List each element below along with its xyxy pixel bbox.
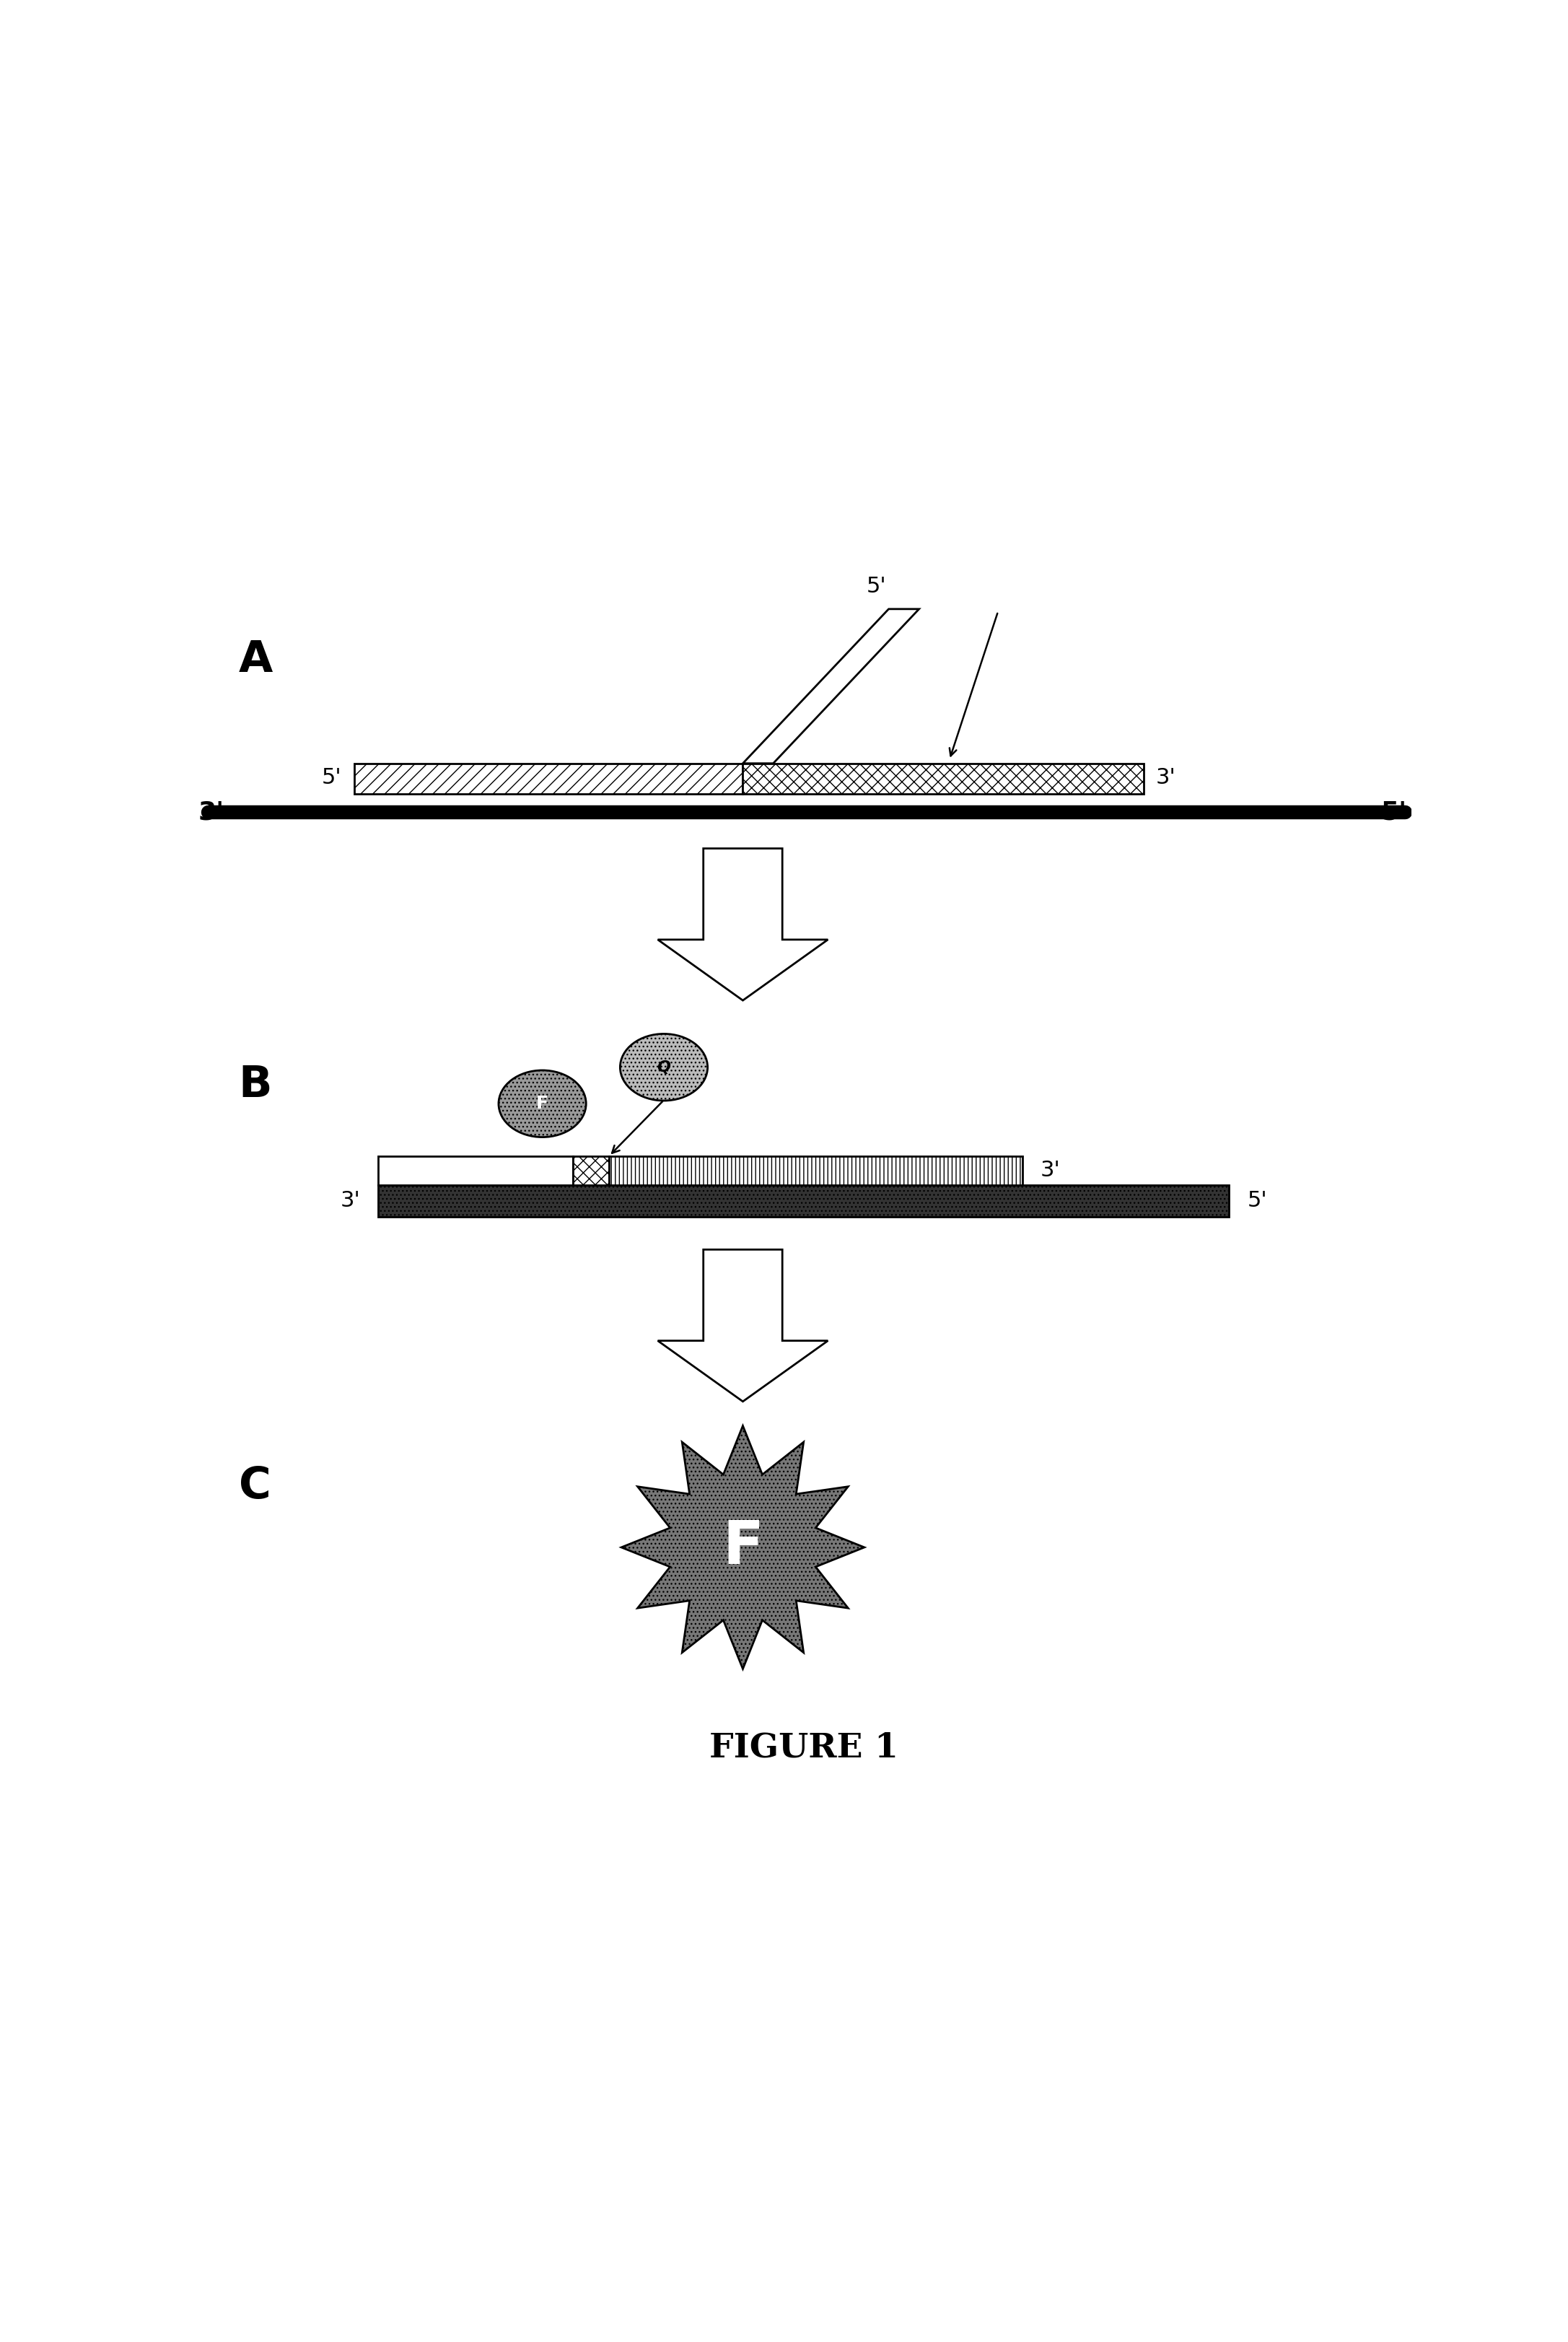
Polygon shape	[378, 1157, 572, 1185]
Polygon shape	[378, 1185, 1229, 1218]
Text: 3': 3'	[340, 1190, 361, 1211]
Text: A: A	[238, 639, 273, 682]
Polygon shape	[621, 1426, 864, 1670]
Text: 5': 5'	[321, 768, 342, 789]
Ellipse shape	[619, 1033, 707, 1101]
Ellipse shape	[499, 1070, 586, 1138]
Text: 5': 5'	[1380, 799, 1406, 824]
Polygon shape	[572, 1157, 608, 1185]
Text: F: F	[723, 1518, 764, 1576]
Text: C: C	[238, 1466, 271, 1508]
Text: 5': 5'	[867, 576, 886, 597]
Text: 5': 5'	[1247, 1190, 1267, 1211]
Polygon shape	[743, 763, 1145, 794]
Text: FIGURE 1: FIGURE 1	[709, 1731, 898, 1764]
Text: 3': 3'	[199, 799, 224, 824]
Polygon shape	[608, 1157, 1022, 1185]
Polygon shape	[354, 763, 743, 794]
Text: 3': 3'	[1041, 1159, 1060, 1180]
Text: B: B	[238, 1063, 273, 1108]
Text: Q: Q	[657, 1061, 671, 1075]
Polygon shape	[743, 609, 919, 763]
Text: 3': 3'	[1156, 768, 1176, 789]
Text: F: F	[536, 1096, 549, 1112]
